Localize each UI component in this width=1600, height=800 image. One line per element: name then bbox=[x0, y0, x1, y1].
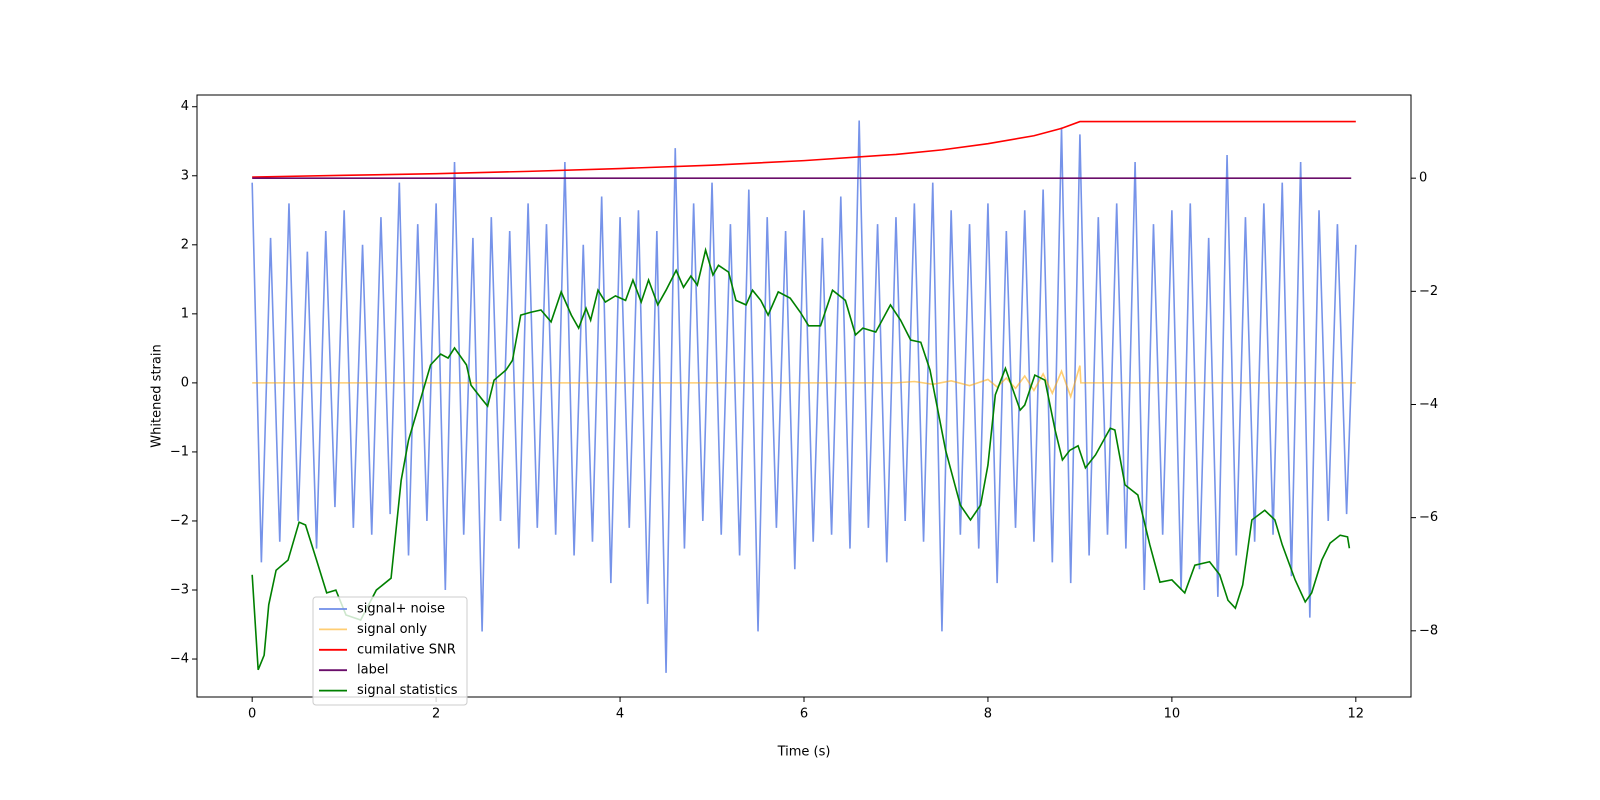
x-axis-label: Time (s) bbox=[777, 745, 831, 760]
x-tick-label: 4 bbox=[616, 707, 624, 722]
series-line bbox=[252, 365, 1356, 400]
y2-tick-label: −4 bbox=[1419, 397, 1438, 412]
series-line bbox=[251, 246, 1351, 671]
y-tick-label: −1 bbox=[170, 444, 189, 459]
legend: signal+ noise signal only cumilative SNR la… bbox=[312, 596, 468, 706]
y-axis-label: Whitened strain bbox=[150, 344, 165, 447]
y2-tick-label: 0 bbox=[1419, 171, 1427, 186]
y-tick-label: −2 bbox=[170, 513, 189, 528]
legend-box bbox=[312, 596, 468, 706]
plot-frame bbox=[196, 94, 1412, 698]
x-tick-label: 0 bbox=[248, 707, 256, 722]
y2-tick-label: −8 bbox=[1419, 623, 1438, 638]
y-tick-label: −4 bbox=[170, 652, 189, 667]
legend-label: signal+ noise bbox=[357, 602, 445, 617]
y-tick-label: 4 bbox=[181, 99, 189, 114]
x-tick-label: 8 bbox=[984, 707, 992, 722]
x-tick-label: 10 bbox=[1164, 707, 1181, 722]
y-tick-label: 3 bbox=[181, 168, 189, 183]
legend-label: signal only bbox=[357, 622, 427, 637]
series-line bbox=[252, 120, 1356, 178]
legend-label: label bbox=[357, 663, 388, 678]
y-tick-label: −3 bbox=[170, 582, 189, 597]
y-tick-label: 1 bbox=[181, 306, 189, 321]
series-line bbox=[251, 120, 1357, 673]
legend-label: signal statistics bbox=[357, 683, 458, 698]
x-tick-label: 2 bbox=[432, 707, 440, 722]
x-tick-label: 12 bbox=[1348, 707, 1365, 722]
legend-label: cumilative SNR bbox=[357, 642, 456, 657]
x-tick-label: 6 bbox=[800, 707, 808, 722]
y-tick-label: 2 bbox=[181, 237, 189, 252]
y2-tick-label: −6 bbox=[1419, 510, 1438, 525]
y2-tick-label: −2 bbox=[1419, 284, 1438, 299]
y-tick-label: 0 bbox=[181, 375, 189, 390]
